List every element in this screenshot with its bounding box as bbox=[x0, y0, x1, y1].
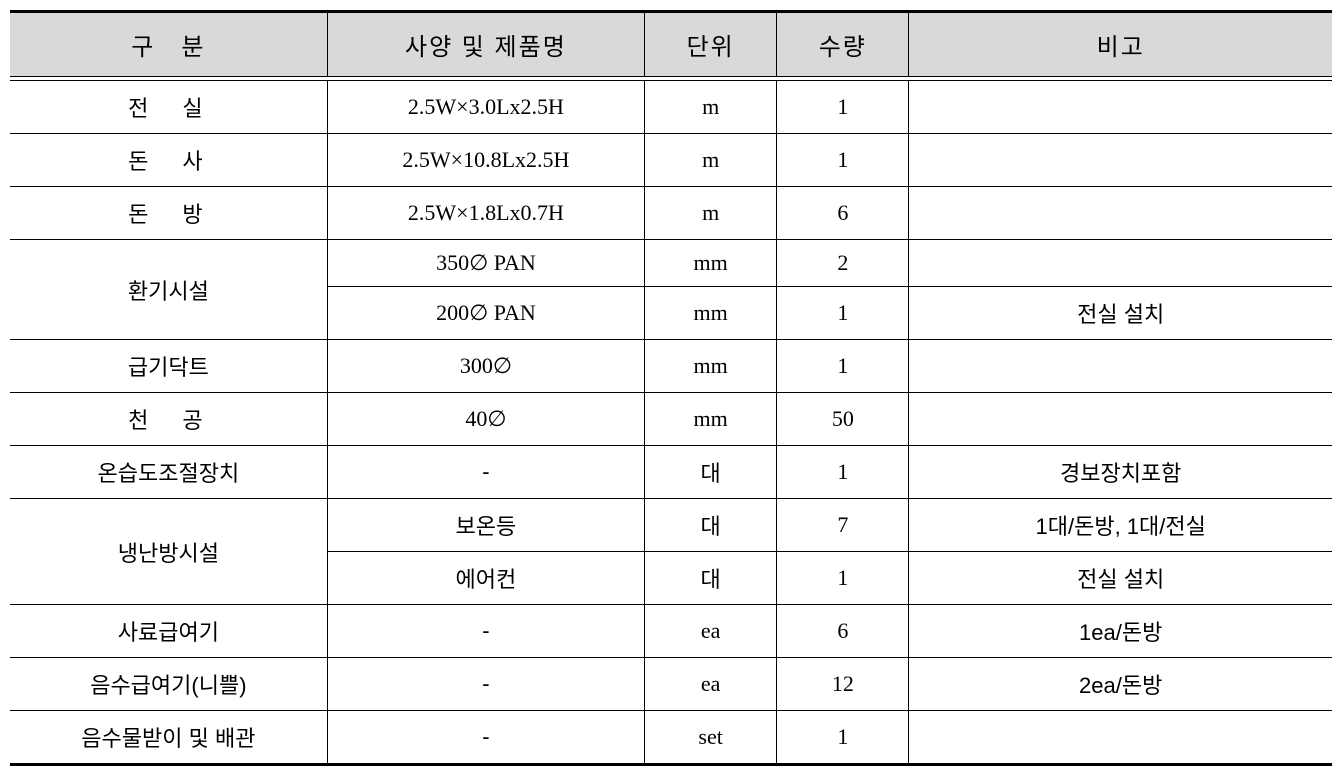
cell-note bbox=[909, 187, 1332, 240]
cell-qty: 1 bbox=[777, 134, 909, 187]
table-row: 온습도조절장치 - 대 1 경보장치포함 bbox=[10, 446, 1332, 499]
cell-note: 전실 설치 bbox=[909, 552, 1332, 605]
cell-spec: - bbox=[327, 446, 644, 499]
table-header-row: 구 분 사양 및 제품명 단위 수량 비고 bbox=[10, 12, 1332, 77]
cell-note bbox=[909, 393, 1332, 446]
table-row: 환기시설 350∅ PAN mm 2 bbox=[10, 240, 1332, 287]
cell-qty: 50 bbox=[777, 393, 909, 446]
table-row: 돈 방 2.5W×1.8Lx0.7H m 6 bbox=[10, 187, 1332, 240]
cell-spec: - bbox=[327, 605, 644, 658]
table-row: 급기닥트 300∅ mm 1 bbox=[10, 340, 1332, 393]
cell-category: 돈 방 bbox=[10, 187, 327, 240]
cell-category: 음수급여기(니쁠) bbox=[10, 658, 327, 711]
cell-unit: mm bbox=[645, 287, 777, 340]
cell-spec: 2.5W×1.8Lx0.7H bbox=[327, 187, 644, 240]
cell-category: 천 공 bbox=[10, 393, 327, 446]
cell-note bbox=[909, 81, 1332, 134]
cell-note bbox=[909, 340, 1332, 393]
cell-spec: 300∅ bbox=[327, 340, 644, 393]
col-header-category: 구 분 bbox=[10, 12, 327, 77]
table-row: 음수물받이 및 배관 - set 1 bbox=[10, 711, 1332, 765]
cell-spec: 350∅ PAN bbox=[327, 240, 644, 287]
cell-qty: 6 bbox=[777, 605, 909, 658]
cell-category: 전 실 bbox=[10, 81, 327, 134]
cell-spec: - bbox=[327, 711, 644, 765]
cell-category: 환기시설 bbox=[10, 240, 327, 340]
cell-category: 온습도조절장치 bbox=[10, 446, 327, 499]
cell-note bbox=[909, 240, 1332, 287]
table-row: 냉난방시설 보온등 대 7 1대/돈방, 1대/전실 bbox=[10, 499, 1332, 552]
cell-qty: 1 bbox=[777, 446, 909, 499]
cell-unit: set bbox=[645, 711, 777, 765]
cell-spec: - bbox=[327, 658, 644, 711]
cell-note: 1대/돈방, 1대/전실 bbox=[909, 499, 1332, 552]
table-row: 음수급여기(니쁠) - ea 12 2ea/돈방 bbox=[10, 658, 1332, 711]
cell-unit: mm bbox=[645, 240, 777, 287]
cell-category: 사료급여기 bbox=[10, 605, 327, 658]
cell-unit: m bbox=[645, 134, 777, 187]
col-header-spec: 사양 및 제품명 bbox=[327, 12, 644, 77]
cell-spec: 2.5W×3.0Lx2.5H bbox=[327, 81, 644, 134]
spec-table-container: 구 분 사양 및 제품명 단위 수량 비고 전 실 2.5W×3.0Lx2.5H… bbox=[10, 10, 1332, 766]
table-row: 천 공 40∅ mm 50 bbox=[10, 393, 1332, 446]
cell-qty: 1 bbox=[777, 340, 909, 393]
cell-unit: m bbox=[645, 81, 777, 134]
cell-unit: mm bbox=[645, 340, 777, 393]
cell-unit: ea bbox=[645, 605, 777, 658]
cell-qty: 1 bbox=[777, 81, 909, 134]
table-row: 돈 사 2.5W×10.8Lx2.5H m 1 bbox=[10, 134, 1332, 187]
cell-qty: 6 bbox=[777, 187, 909, 240]
cell-category: 돈 사 bbox=[10, 134, 327, 187]
cell-spec: 보온등 bbox=[327, 499, 644, 552]
col-header-unit: 단위 bbox=[645, 12, 777, 77]
cell-qty: 1 bbox=[777, 711, 909, 765]
cell-spec: 2.5W×10.8Lx2.5H bbox=[327, 134, 644, 187]
cell-category: 음수물받이 및 배관 bbox=[10, 711, 327, 765]
cell-unit: mm bbox=[645, 393, 777, 446]
cell-qty: 1 bbox=[777, 552, 909, 605]
cell-qty: 2 bbox=[777, 240, 909, 287]
cell-category: 냉난방시설 bbox=[10, 499, 327, 605]
cell-spec: 200∅ PAN bbox=[327, 287, 644, 340]
cell-unit: m bbox=[645, 187, 777, 240]
cell-spec: 40∅ bbox=[327, 393, 644, 446]
cell-qty: 1 bbox=[777, 287, 909, 340]
cell-unit: 대 bbox=[645, 446, 777, 499]
cell-note: 2ea/돈방 bbox=[909, 658, 1332, 711]
cell-unit: 대 bbox=[645, 552, 777, 605]
cell-note: 1ea/돈방 bbox=[909, 605, 1332, 658]
col-header-qty: 수량 bbox=[777, 12, 909, 77]
table-row: 사료급여기 - ea 6 1ea/돈방 bbox=[10, 605, 1332, 658]
col-header-note: 비고 bbox=[909, 12, 1332, 77]
cell-spec: 에어컨 bbox=[327, 552, 644, 605]
spec-table: 구 분 사양 및 제품명 단위 수량 비고 전 실 2.5W×3.0Lx2.5H… bbox=[10, 10, 1332, 766]
cell-note: 경보장치포함 bbox=[909, 446, 1332, 499]
cell-qty: 12 bbox=[777, 658, 909, 711]
cell-category: 급기닥트 bbox=[10, 340, 327, 393]
cell-note: 전실 설치 bbox=[909, 287, 1332, 340]
cell-qty: 7 bbox=[777, 499, 909, 552]
cell-unit: 대 bbox=[645, 499, 777, 552]
cell-note bbox=[909, 134, 1332, 187]
table-row: 전 실 2.5W×3.0Lx2.5H m 1 bbox=[10, 81, 1332, 134]
cell-unit: ea bbox=[645, 658, 777, 711]
cell-note bbox=[909, 711, 1332, 765]
